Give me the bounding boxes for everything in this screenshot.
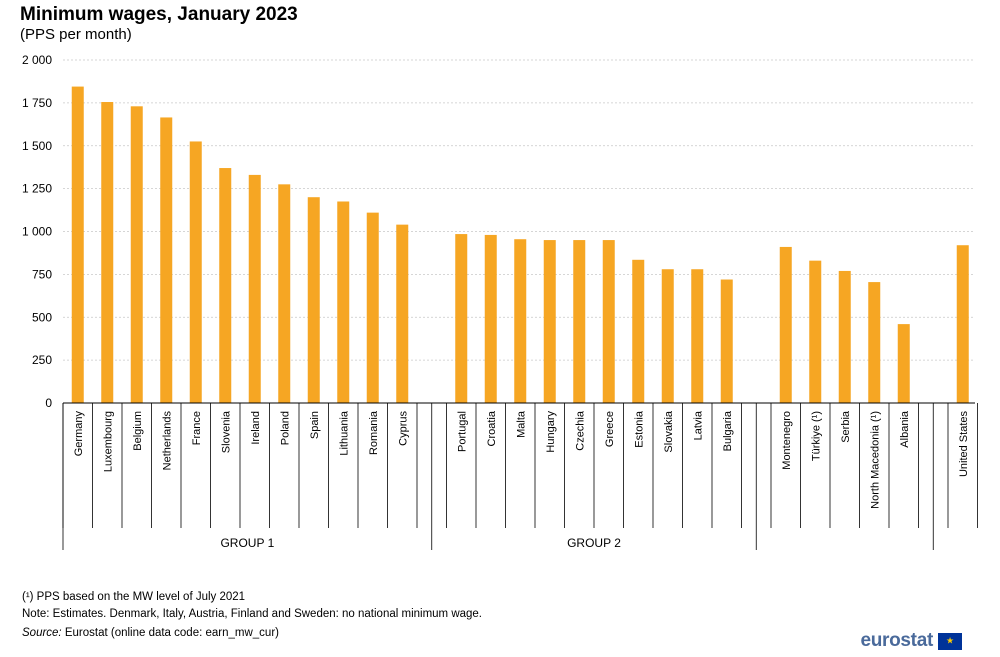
bar [868,282,881,403]
y-tick-label: 1 750 [22,96,52,110]
bar [455,234,468,403]
bar [307,197,320,403]
x-tick-label: Portugal [456,411,468,452]
y-tick-label: 2 000 [22,53,52,67]
bar [71,86,84,404]
x-tick-label: Luxembourg [102,411,114,472]
group-label: GROUP 1 [220,536,274,550]
x-tick-label: Montenegro [781,411,793,470]
x-tick-label: Spain [309,411,321,439]
x-tick-label: Ireland [250,411,262,445]
chart-subtitle: (PPS per month) [20,26,132,43]
bar [691,269,704,403]
x-tick-label: France [191,411,203,445]
x-tick-label: Czechia [574,410,586,451]
x-tick-label: Türkiye (¹) [810,411,822,461]
bar [956,245,969,403]
x-tick-label: Belgium [132,411,144,451]
x-tick-label: Croatia [486,410,498,446]
x-tick-label: Malta [515,410,527,438]
x-tick-label: Serbia [840,410,852,443]
logo-text: eurostat [860,630,933,651]
x-tick-label: Lithuania [338,410,350,456]
bar [573,240,586,403]
gridlines [63,59,975,361]
bar [337,201,350,403]
x-tick-label: Germany [73,411,85,457]
bar-chart: 0 250 500 750 1 000 1 250 1 500 1 750 2 000 Germ… [22,53,978,550]
bar [278,184,291,403]
x-tick-label: Albania [899,410,911,448]
footnote-1: (¹) PPS based on the MW level of July 20… [22,591,246,603]
bar [838,270,851,403]
y-tick-label: 0 [45,396,52,410]
y-tick-label: 750 [32,267,52,281]
bar [779,246,792,403]
bar [101,102,114,403]
x-tick-label: Romania [368,410,380,455]
bar [160,117,173,403]
bar [602,240,615,403]
x-tick-label: North Macedonia (¹) [869,411,881,509]
bar [396,224,409,403]
bar [484,234,497,403]
x-tick-label: United States [958,411,970,478]
bar [661,269,674,403]
bar [632,259,645,403]
bar [514,239,527,403]
bar [248,174,261,403]
y-tick-label: 1 250 [22,182,52,196]
y-tick-label: 1 500 [22,139,52,153]
bar [720,279,733,403]
chart-title: Minimum wages, January 2023 [20,4,298,25]
x-tick-label: Estonia [633,410,645,448]
bar [130,106,143,404]
x-tick-label: Greece [604,411,616,447]
eu-flag-icon: ★ [938,632,962,650]
x-tick-label: Poland [279,411,291,445]
group-label: GROUP 2 [567,536,621,550]
bar [809,260,822,403]
footnote-note: Note: Estimates. Denmark, Italy, Austria… [22,608,483,620]
x-tick-label: Slovakia [663,410,675,452]
y-tick-label: 1 000 [22,225,52,239]
x-tick-label: Netherlands [161,411,173,471]
x-tick-label: Cyprus [397,411,409,446]
bar [219,168,232,403]
bar [543,240,556,403]
y-tick-label: 500 [32,310,52,324]
y-axis: 0 250 500 750 1 000 1 250 1 500 1 750 2 000 [22,53,52,410]
source-label: Source: [22,627,62,639]
eurostat-logo: eurostat ★ [860,630,962,652]
bar [189,141,202,403]
x-tick-label: Hungary [545,411,557,453]
bar [897,324,910,403]
y-tick-label: 250 [32,353,52,367]
x-tick-label: Latvia [692,410,704,440]
x-tick-label: Bulgaria [722,410,734,451]
x-tick-label: Slovenia [220,410,232,453]
source-line: Source: Eurostat (online data code: earn… [22,627,279,639]
bar [366,212,379,403]
source-text: Eurostat (online data code: earn_mw_cur) [61,627,279,639]
bars [71,86,969,404]
x-axis: Germany Luxembourg Belgium Netherlands Franc… [62,402,978,550]
